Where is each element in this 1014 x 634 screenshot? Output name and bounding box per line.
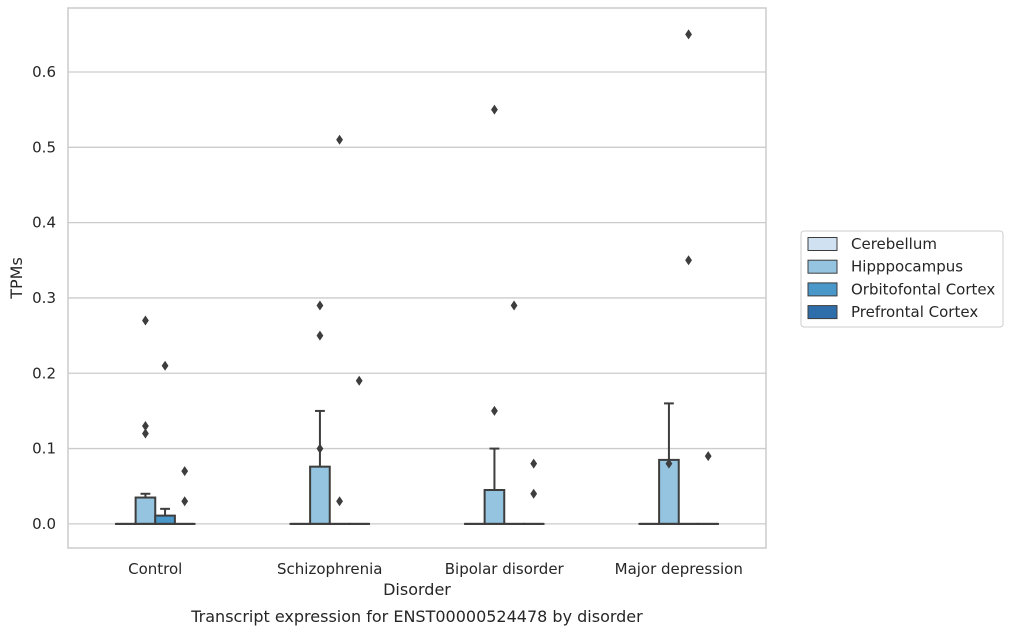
plot-area-frame (67, 7, 767, 549)
y-tick-label: 0.4 (32, 214, 56, 232)
box-2-0 (154, 360, 176, 525)
x-tick-label: Control (128, 560, 182, 578)
legend-label: Cerebellum (851, 235, 937, 253)
y-tick-label: 0.6 (32, 63, 56, 81)
outlier-point (316, 300, 324, 311)
box-body (134, 496, 157, 525)
box-1-2 (483, 104, 506, 525)
legend-label: Orbitofontal Cortex (851, 280, 995, 298)
legend-frame (800, 230, 1004, 328)
gridlines (68, 71, 766, 525)
x-tick-label: Major depression (615, 560, 743, 578)
x-tick-label: Bipolar disorder (445, 560, 565, 578)
outlier-point (142, 420, 149, 431)
box-1-1 (309, 300, 331, 525)
box-body (154, 514, 176, 525)
box-2-1 (328, 134, 351, 525)
x-tick-label: Schizophrenia (277, 560, 382, 578)
box-3-0 (173, 466, 196, 525)
y-tick-label: 0.2 (32, 364, 56, 382)
y-axis-title: TPMs (7, 257, 26, 300)
outlier-point (685, 29, 692, 40)
outlier-point (142, 428, 149, 439)
outlier-point (316, 443, 324, 454)
outlier-point (181, 496, 189, 507)
outlier-point (355, 375, 363, 386)
x-axis-ticks: Control Schizophrenia Bipolar disorder Majo… (128, 560, 743, 578)
outlier-point (336, 496, 343, 507)
box-3-1 (348, 375, 371, 525)
outlier-point (491, 104, 498, 115)
legend: Cerebellum Hipppocampus Orbitofontal Corte… (800, 230, 1004, 328)
box-2-2 (503, 300, 525, 525)
outlier-point (704, 451, 712, 462)
box-1-3 (658, 402, 680, 525)
outlier-point (530, 488, 538, 499)
y-tick-label: 0.3 (32, 289, 56, 307)
legend-swatch (807, 237, 838, 251)
box-body (309, 465, 331, 525)
box-3-3 (697, 451, 720, 525)
box-2-3 (677, 29, 700, 525)
outlier-point (316, 330, 324, 341)
outlier-point (530, 458, 538, 469)
box-3-2 (522, 458, 545, 525)
legend-swatch (807, 305, 838, 320)
outlier-point (685, 255, 692, 266)
box-1-0 (134, 315, 157, 525)
legend-label: Hipppocampus (851, 258, 963, 276)
box-body (658, 458, 680, 525)
x-axis-title: Disorder (383, 580, 451, 599)
legend-swatch (807, 282, 838, 297)
legend-label: Prefrontal Cortex (851, 303, 978, 321)
outlier-point (181, 466, 189, 477)
outlier-point (665, 458, 673, 469)
box-body (483, 489, 506, 525)
outlier-point (510, 300, 518, 311)
y-tick-label: 0.1 (32, 440, 56, 458)
y-axis-ticks: 0.0 0.1 0.2 0.3 0.4 0.5 0.6 (32, 63, 56, 533)
boxes (114, 29, 720, 525)
outlier-point (142, 315, 149, 326)
outlier-point (161, 360, 169, 371)
y-tick-label: 0.5 (32, 138, 56, 156)
legend-swatch (807, 259, 838, 274)
outlier-point (491, 405, 498, 416)
chart-title: Transcript expression for ENST0000052447… (190, 607, 643, 626)
outlier-point (336, 134, 343, 145)
y-tick-label: 0.0 (32, 515, 56, 533)
